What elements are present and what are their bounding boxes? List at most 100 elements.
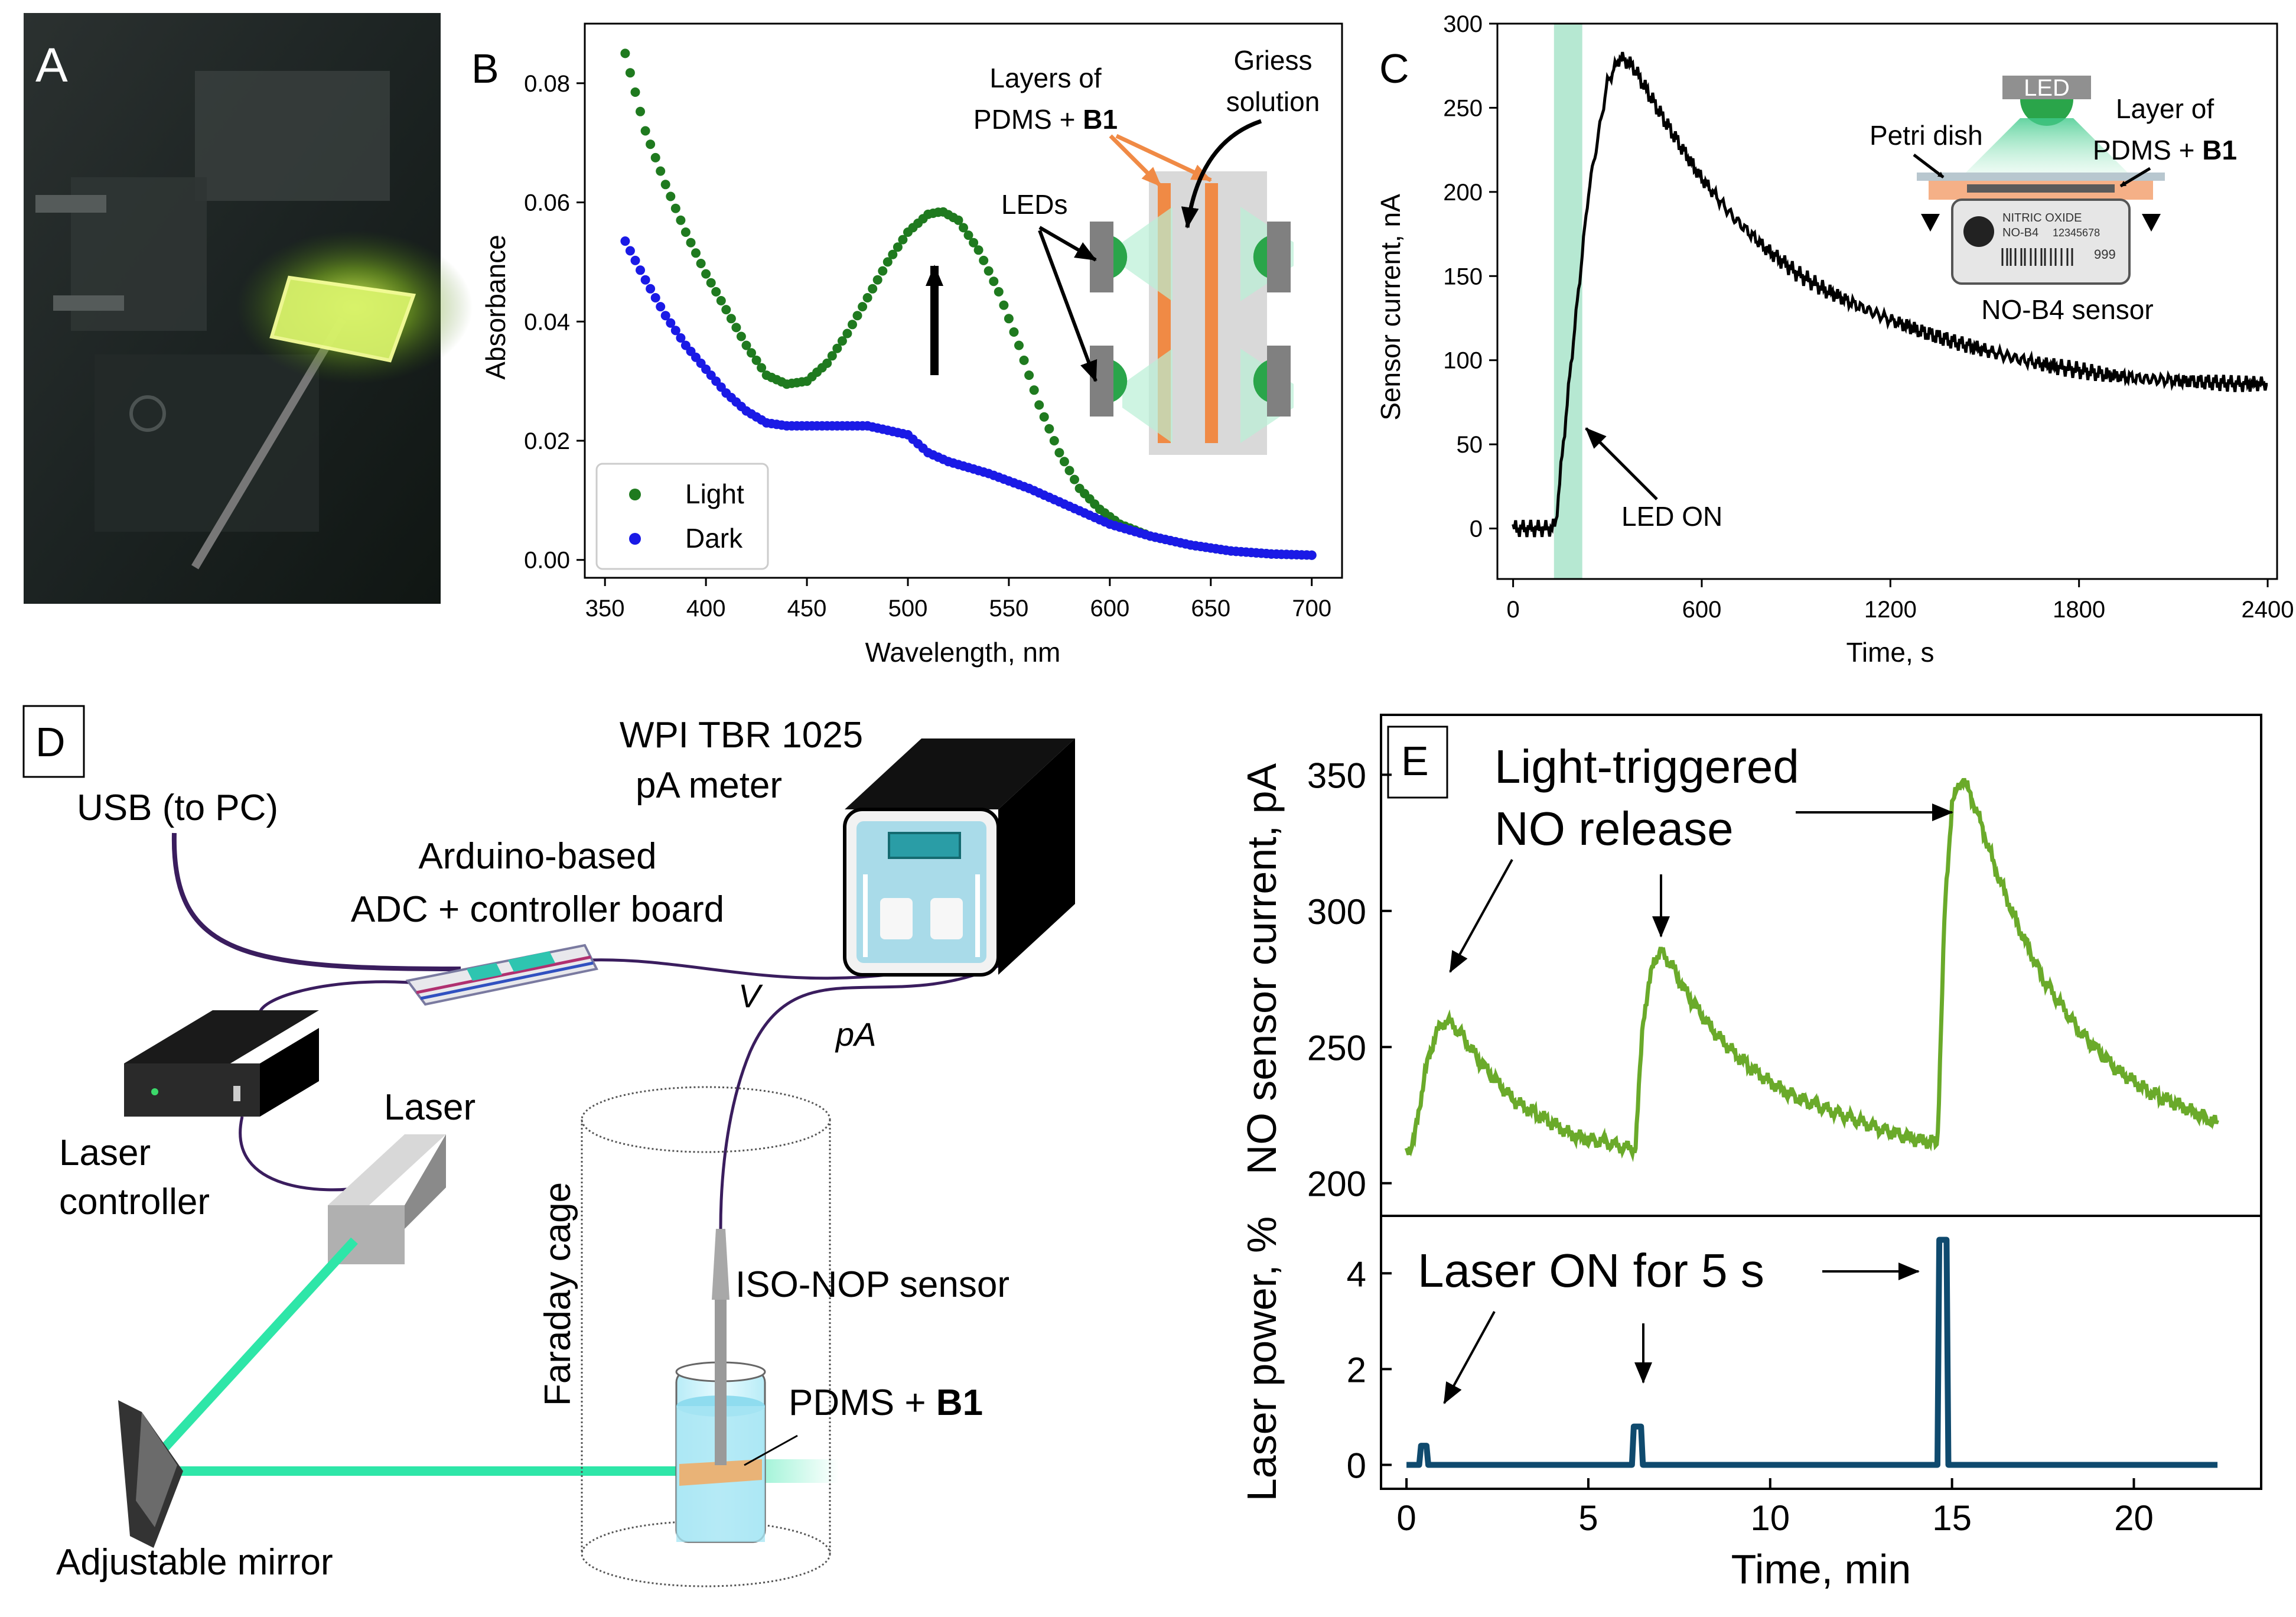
x-tick-label: 600 [1682,597,1722,623]
y-tick-label: 0.08 [524,71,570,97]
data-point [1307,550,1317,560]
data-point [983,266,994,276]
petri-dish-arrow [1913,154,1945,178]
data-point [691,248,701,258]
meter-button [880,898,913,939]
inset-leds-text: LEDs [1001,189,1067,220]
controller-label: Laser [59,1133,151,1173]
inset-layer-right [1205,183,1218,443]
annotation-no-release-2: NO release [1494,802,1734,855]
data-point [862,293,872,302]
y-tick-label: 0.02 [524,428,570,454]
data-point [852,311,862,321]
led-beam [1961,118,2132,177]
arduino-stripe [420,961,594,1000]
panel-label-e: E [1401,738,1429,784]
faraday-cage [581,1086,831,1587]
usb-cable [171,832,461,971]
panel-label-a: A [35,38,68,92]
y-tick-label: 150 [1443,263,1483,289]
inset-led [1253,360,1267,402]
data-point [686,237,696,248]
data-point [822,358,832,368]
data-point [973,245,983,255]
pdms-layer [1967,184,2115,193]
photo-post [53,295,124,311]
data-point [999,300,1009,310]
data-point [716,296,726,305]
data-point [666,318,676,328]
y-axis-label: Sensor current, nA [1375,194,1406,421]
led-text: LED [2024,75,2070,101]
led-on-arrow [1585,427,1658,500]
meter-label-2: pA meter [636,765,782,806]
data-point [640,275,650,285]
y-tick-label: 300 [1443,11,1483,37]
x-tick-label: 5 [1578,1498,1598,1538]
data-point [721,305,731,315]
sample-leader [744,1434,798,1466]
meter-top [845,738,1075,809]
data-point [882,257,893,267]
pa-wire [719,964,999,1229]
inset-griess-text-2: solution [1226,86,1320,117]
petri-dish-rim [1917,173,2165,181]
meter-display [888,832,961,859]
data-point [640,126,650,136]
sensor-text: NO-B4 [2002,226,2038,239]
data-point [1019,355,1029,365]
laser-side [405,1134,446,1229]
legend-marker-dark [629,533,641,545]
data-point [660,180,670,190]
legend: Light Dark [595,463,769,570]
inset-led [1253,236,1267,278]
sensor-text: NITRIC OXIDE [2002,212,2082,225]
axes-layer: 0 600 1200 1800 2400 0 50 100 150 200 250 300 [1443,11,2294,623]
sample-label: PDMS + B1 [789,1382,983,1423]
data-point [646,139,656,149]
annotation-laser-on: Laser ON for 5 s [1418,1244,1764,1297]
data-point [701,269,711,279]
data-point [625,68,635,78]
sensor-barcode [2001,248,2073,266]
arduino-stripe [416,955,591,994]
x-tick-label: 600 [1090,596,1129,622]
data-point [656,166,666,176]
data-point [1054,448,1064,458]
sensor-text: 12345678 [2053,227,2100,239]
y-tick-label: 4 [1347,1254,1366,1294]
annotation-no-release: Light-triggered [1494,740,1799,793]
mirror-face [136,1412,177,1527]
meter-button [930,898,963,939]
data-point [848,320,857,330]
inset-arrow-leds [1038,229,1097,382]
annotation-arrow [1449,859,1513,973]
data-point [953,215,963,225]
arduino-chip [467,963,502,981]
data-point [636,106,645,116]
data-point [959,223,968,233]
x-tick-label: 650 [1191,596,1230,622]
panel-label-b: B [471,45,499,92]
panel-b: B 350 400 450 500 550 600 650 700 0.00 0.02 0.04 0.… [471,22,1343,668]
axes-layer: 350 400 450 500 550 600 650 700 0.00 0.02 0.04 0.06… [524,71,1331,622]
data-point [666,191,676,201]
x-axis-label: Time, min [1731,1546,1911,1592]
data-point [625,246,635,256]
series-layer [1404,777,2219,1163]
x-tick-label: 20 [2114,1498,2154,1538]
y-tick-label: 50 [1457,432,1483,458]
series-layer [1512,51,2268,538]
x-tick-label: 15 [1932,1498,1972,1538]
data-point [1034,400,1044,410]
usb-label: USB (to PC) [77,788,278,828]
cage-top [581,1086,831,1153]
inset-arrow-layers [1109,134,1162,188]
data-point [1039,412,1049,422]
support-foot [1921,214,1940,232]
panel-c: C 0 600 1200 1800 2400 0 50 100 150 200 250 300 Sen… [1375,11,2294,668]
data-point [893,242,903,252]
legend-label-dark: Dark [685,523,743,554]
layer-arrow [2119,167,2151,188]
